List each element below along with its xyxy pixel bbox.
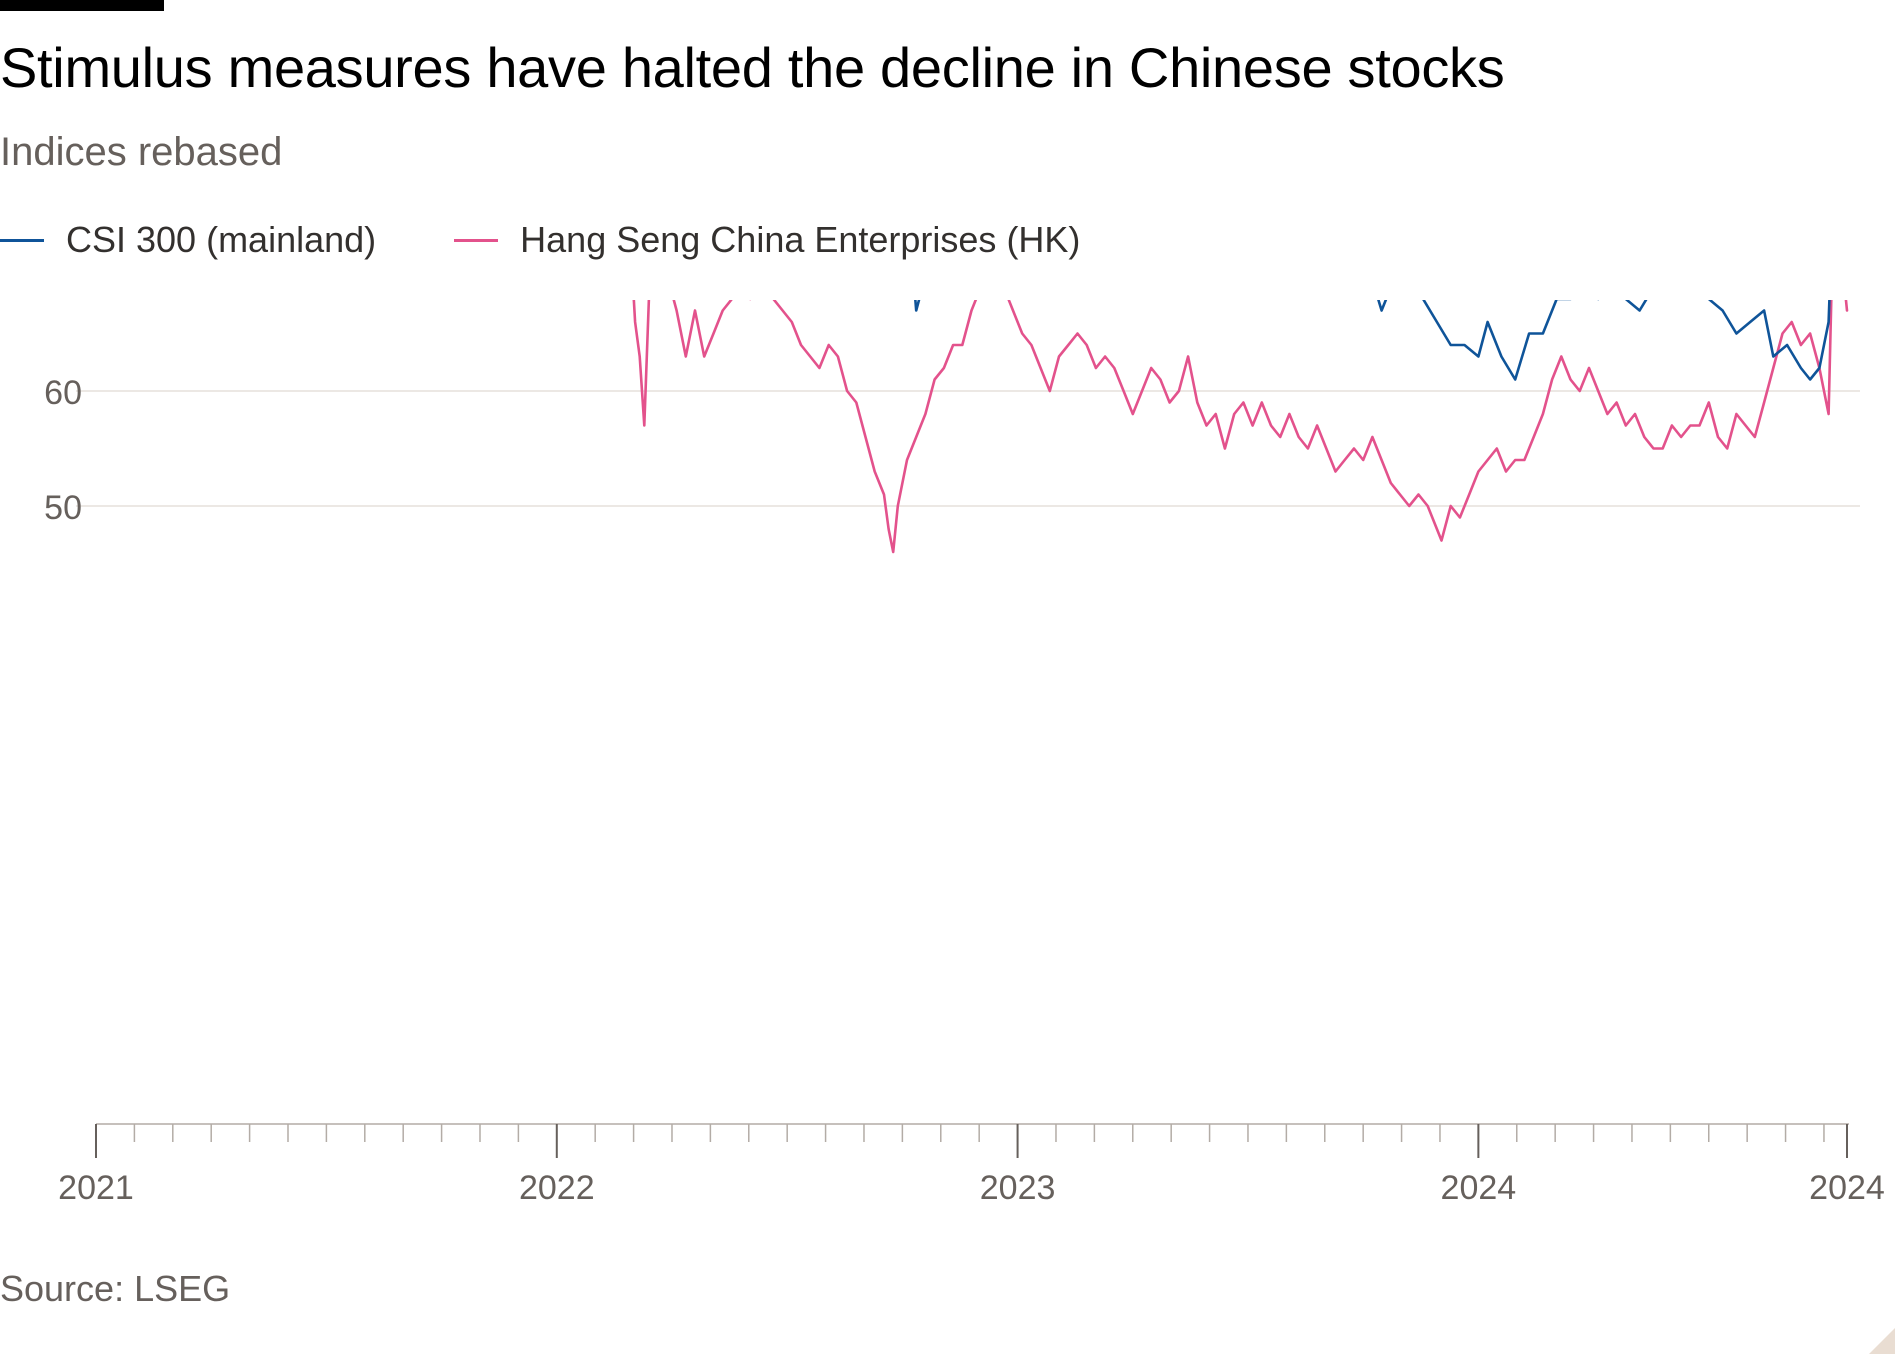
x-tick-label: 2023 — [980, 1169, 1056, 1207]
x-tick-label: 2021 — [58, 1169, 134, 1207]
legend-label-hang-seng: Hang Seng China Enterprises (HK) — [520, 219, 1081, 260]
series-line-hang-seng — [632, 300, 1849, 554]
chart-subtitle: Indices rebased — [0, 130, 283, 174]
x-tick-label: 2024 — [1809, 1169, 1885, 1207]
x-tick-label: 2022 — [519, 1169, 595, 1207]
legend-swatch-csi — [0, 238, 44, 242]
top-accent-bar — [0, 0, 164, 11]
x-tick-label: 2024 — [1441, 1169, 1517, 1207]
chart-title: Stimulus measures have halted the declin… — [0, 36, 1505, 99]
legend-label-csi: CSI 300 (mainland) — [66, 219, 377, 260]
legend: CSI 300 (mainland) Hang Seng China Enter… — [0, 215, 1158, 265]
line-chart: 506070809010011020212022202320242024 — [44, 300, 1885, 1207]
source-note: Source: LSEG — [0, 1268, 231, 1309]
legend-item-csi: CSI 300 (mainland) — [0, 219, 376, 261]
y-tick-label: 60 — [44, 374, 82, 412]
legend-swatch-hang-seng — [454, 238, 499, 242]
y-tick-label: 50 — [44, 489, 82, 527]
legend-item-hang-seng: Hang Seng China Enterprises (HK) — [454, 219, 1080, 261]
corner-mark — [1869, 1328, 1895, 1354]
